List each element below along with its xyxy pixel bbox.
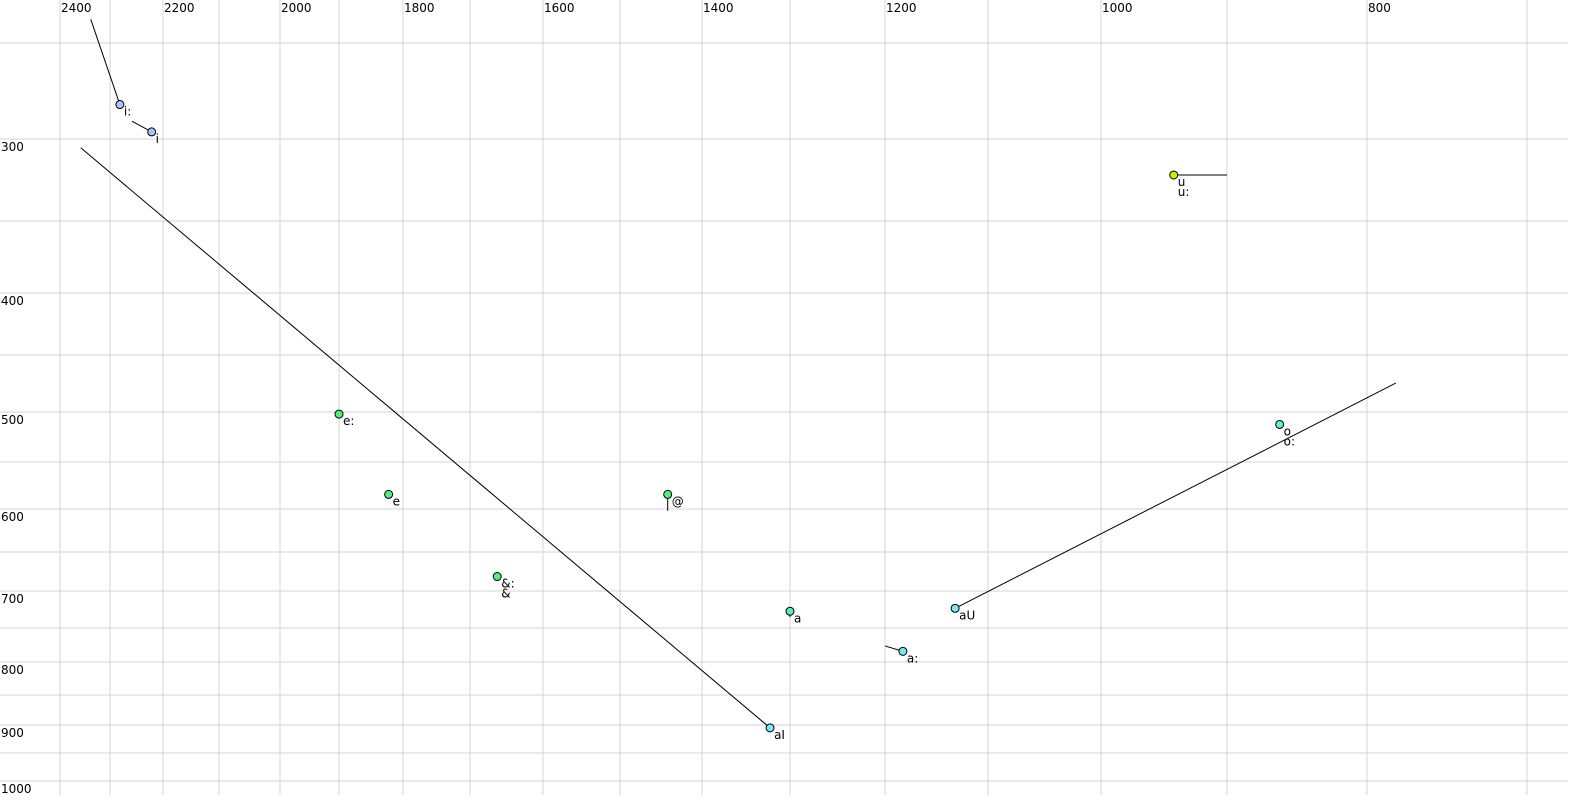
vowel-point [1275,419,1285,429]
x-tick-label: 800 [1368,1,1391,15]
vowel-label: e: [343,414,354,428]
x-tick-label: 2200 [164,1,195,15]
vowel-point [147,127,157,137]
vowel-label: i: [124,105,131,119]
y-tick-label: 800 [1,663,24,677]
vowel-label: &: [501,577,514,591]
vowel-label: a: [907,651,918,665]
x-tick-label: 2400 [61,1,92,15]
vowel-point [898,646,908,656]
x-tick-label: 2000 [281,1,312,15]
vowel-label: u [1178,175,1186,189]
vowel-point [785,606,795,616]
x-tick-label: 1000 [1102,1,1133,15]
vowel-label: @ [672,494,684,508]
vowel-label: a [794,611,801,625]
y-tick-label: 900 [1,726,24,740]
vowel-label: e [393,494,400,508]
vowel-point [1169,170,1179,180]
trajectory-line [954,382,1397,609]
x-tick-label: 1600 [544,1,575,15]
vowel-point [334,409,344,419]
y-tick-label: 300 [1,140,24,154]
tick-labels: 2400 2200 2000 1800 1600 1400 1200 1000 800 300 40… [1,1,1391,796]
vowel-label: u: [1178,185,1190,199]
y-tick-label: 600 [1,510,24,524]
x-tick-label: 1800 [404,1,435,15]
vowel-point [765,723,775,733]
vowel-point [950,603,960,613]
trajectory-line [90,19,121,105]
vowel-point [663,489,673,499]
vowel-point [115,100,125,110]
vowel-label: o: [1284,434,1295,448]
vowel-label: aI [774,728,785,742]
vowel-label: aU [959,608,975,622]
y-tick-label: 500 [1,413,24,427]
vowel-label: o [1284,424,1291,438]
y-tick-label: 700 [1,592,24,606]
x-tick-label: 1200 [886,1,917,15]
vowel-label: i [156,132,159,146]
trajectories [80,19,1397,729]
trajectory-line [80,147,771,729]
vowel-points: i: i uu: e: e &:& @ a aI a: aU oo: [115,100,1295,742]
vowel-label: & [501,587,510,601]
y-tick-label: 400 [1,294,24,308]
y-tick-label: 1000 [1,782,32,796]
x-tick-label: 1400 [703,1,734,15]
vowel-point [384,489,394,499]
vowel-point [492,572,502,582]
